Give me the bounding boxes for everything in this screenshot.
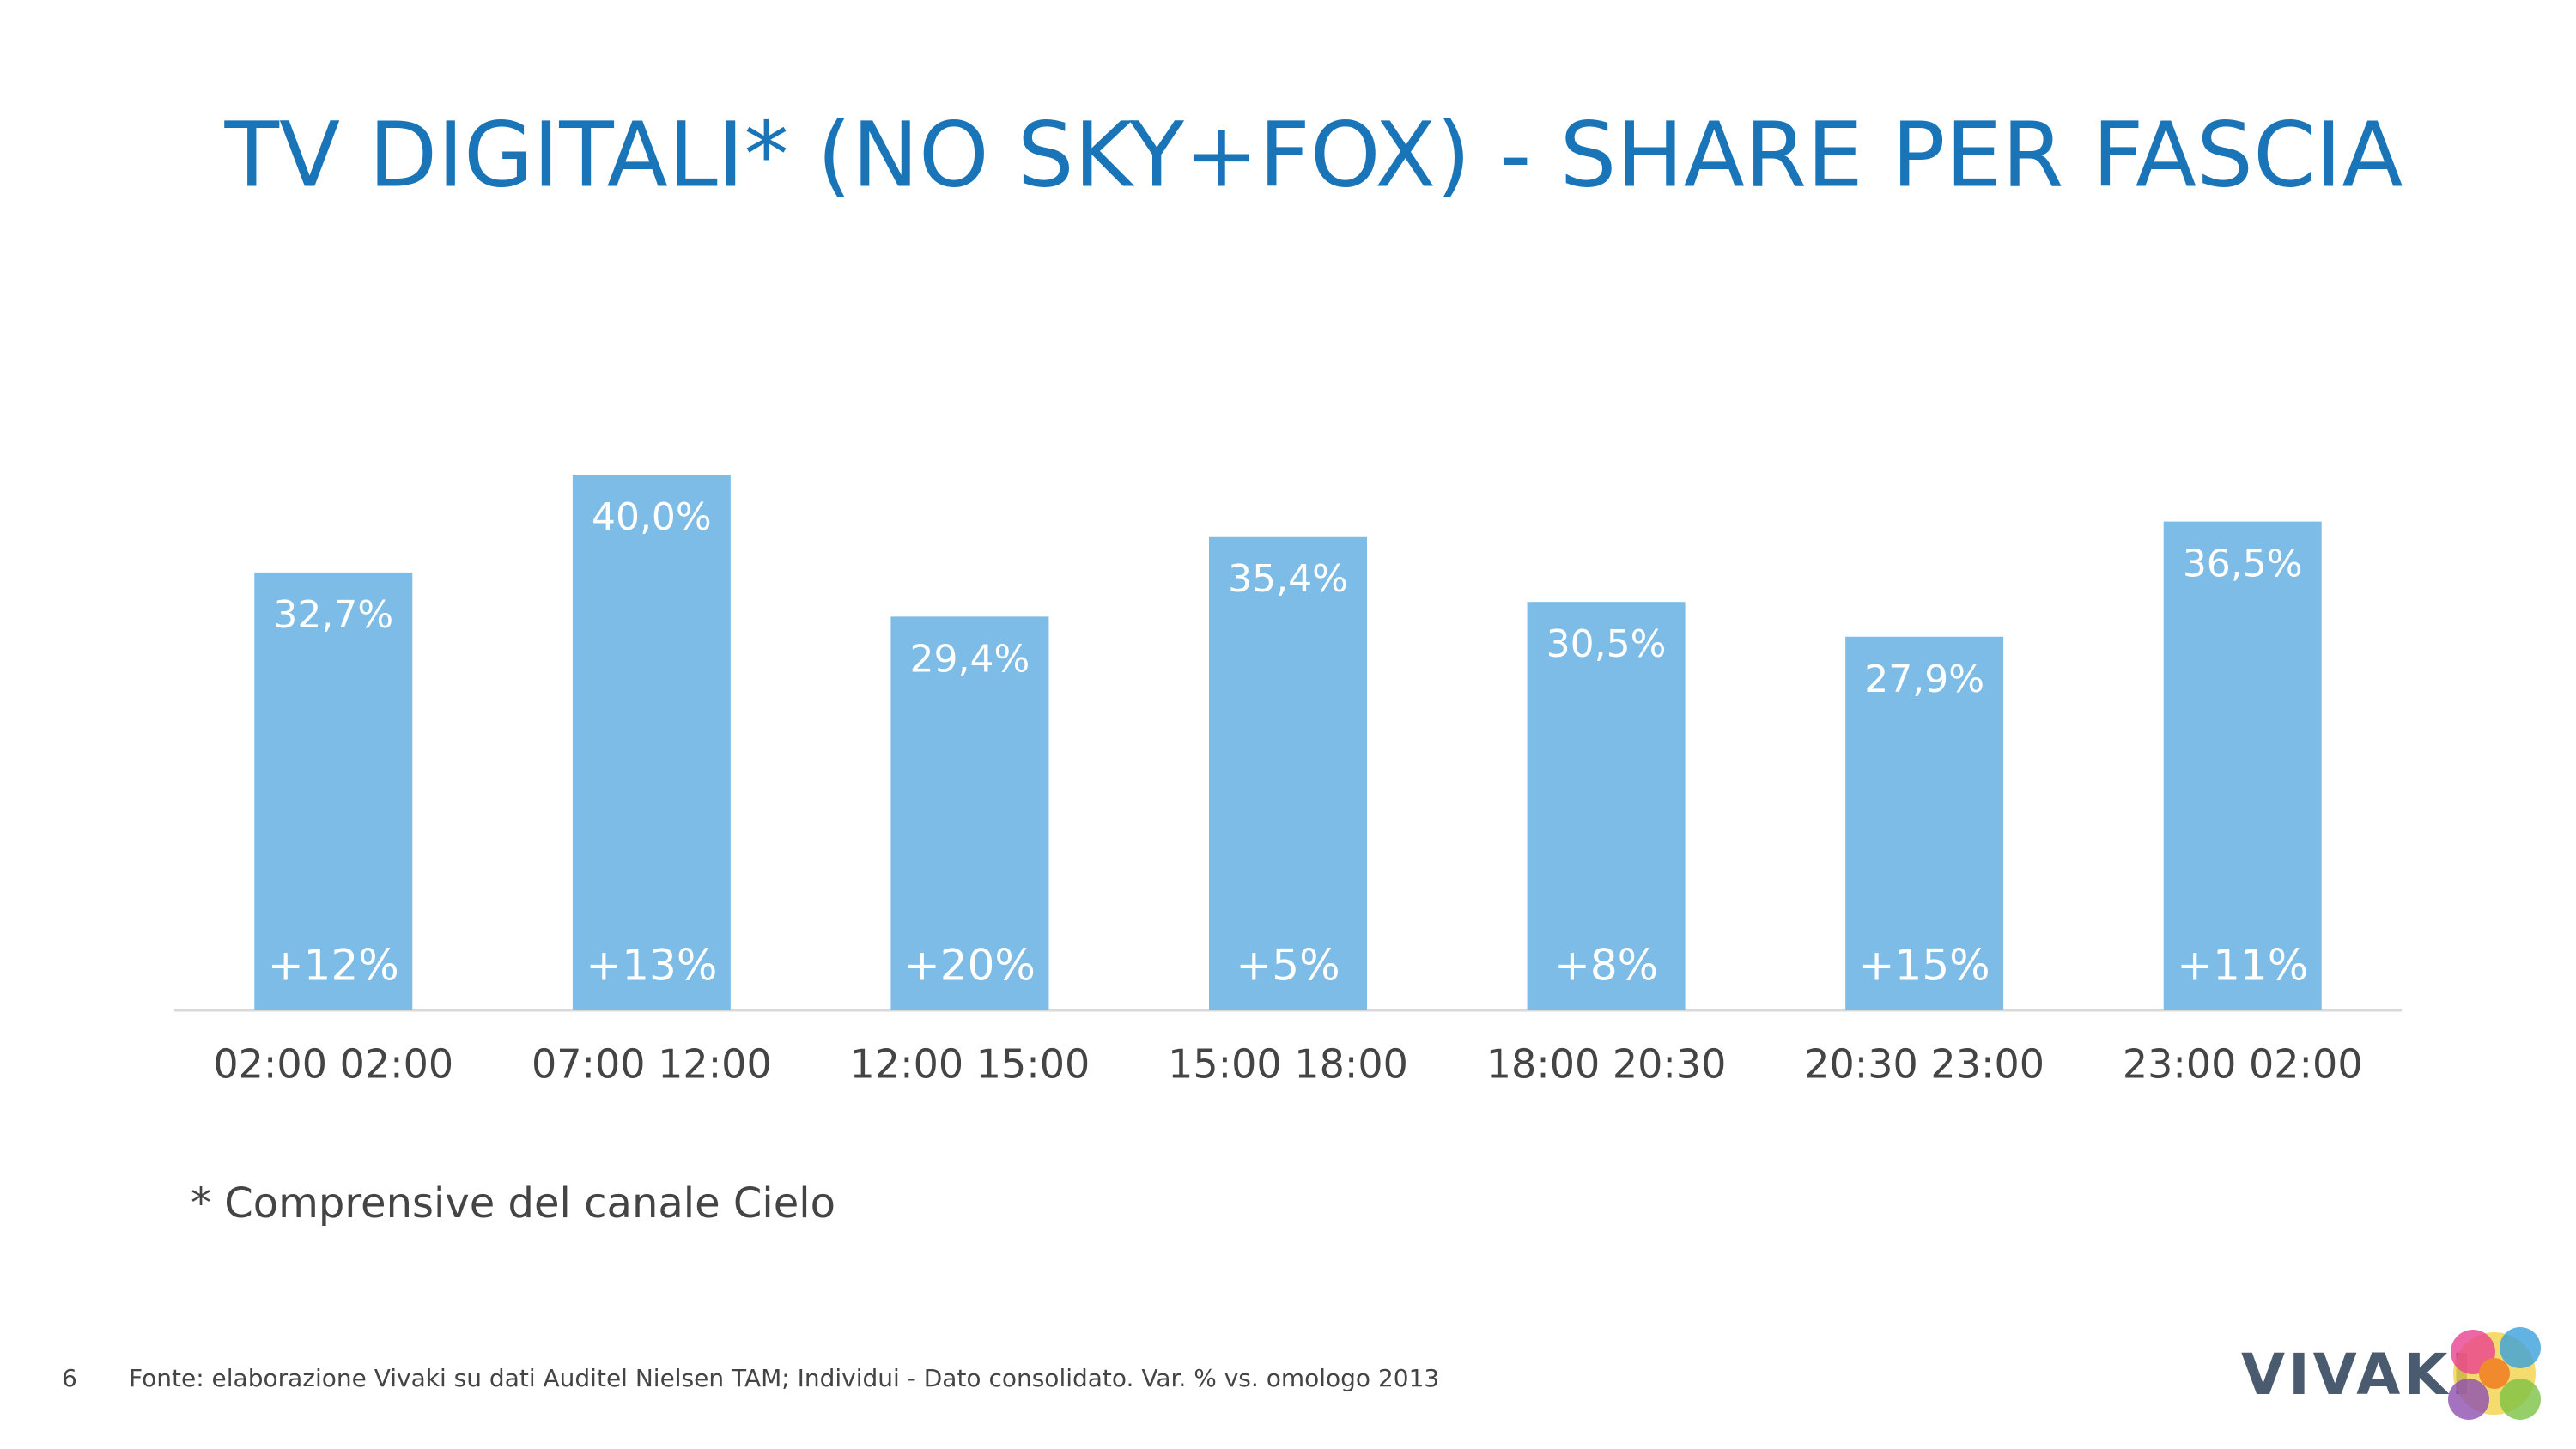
bar bbox=[1527, 602, 1686, 1010]
bar bbox=[2163, 521, 2322, 1010]
value-label: 40,0% bbox=[592, 495, 712, 539]
x-tick-label: 15:00 18:00 bbox=[1168, 1041, 1408, 1088]
bar bbox=[1209, 536, 1367, 1010]
change-label: +12% bbox=[268, 941, 399, 991]
bar bbox=[1845, 636, 2004, 1010]
chart-title: TV DIGITALI* (NO SKY+FOX) - SHARE PER FA… bbox=[224, 102, 2403, 207]
value-label: 36,5% bbox=[2183, 543, 2303, 586]
change-label: +8% bbox=[1554, 941, 1658, 991]
value-label: 35,4% bbox=[1228, 557, 1348, 601]
change-label: +20% bbox=[904, 941, 1036, 991]
change-label: +5% bbox=[1236, 941, 1340, 991]
x-tick-label: 18:00 20:30 bbox=[1486, 1041, 1727, 1088]
x-tick-label: 07:00 12:00 bbox=[532, 1041, 772, 1088]
logo-text: VIVAKI bbox=[2241, 1342, 2476, 1408]
x-tick-label: 20:30 23:00 bbox=[1804, 1041, 2044, 1088]
x-tick-label: 12:00 15:00 bbox=[850, 1041, 1091, 1088]
change-label: +15% bbox=[1859, 941, 1990, 991]
x-tick-label: 02:00 02:00 bbox=[213, 1041, 453, 1088]
footnote: * Comprensive del canale Cielo bbox=[191, 1179, 835, 1228]
bar bbox=[572, 475, 731, 1010]
change-label: +11% bbox=[2177, 941, 2308, 991]
value-label: 32,7% bbox=[273, 593, 393, 637]
value-label: 27,9% bbox=[1864, 658, 1984, 701]
x-tick-label: 23:00 02:00 bbox=[2123, 1041, 2363, 1088]
bar bbox=[890, 616, 1049, 1010]
bar bbox=[254, 572, 413, 1010]
logo-graphic bbox=[2448, 1327, 2541, 1420]
page-number: 6 bbox=[62, 1364, 77, 1392]
value-label: 29,4% bbox=[910, 637, 1030, 681]
value-label: 30,5% bbox=[1546, 622, 1667, 666]
source-note: Fonte: elaborazione Vivaki su dati Audit… bbox=[129, 1364, 1439, 1392]
change-label: +13% bbox=[586, 941, 717, 991]
